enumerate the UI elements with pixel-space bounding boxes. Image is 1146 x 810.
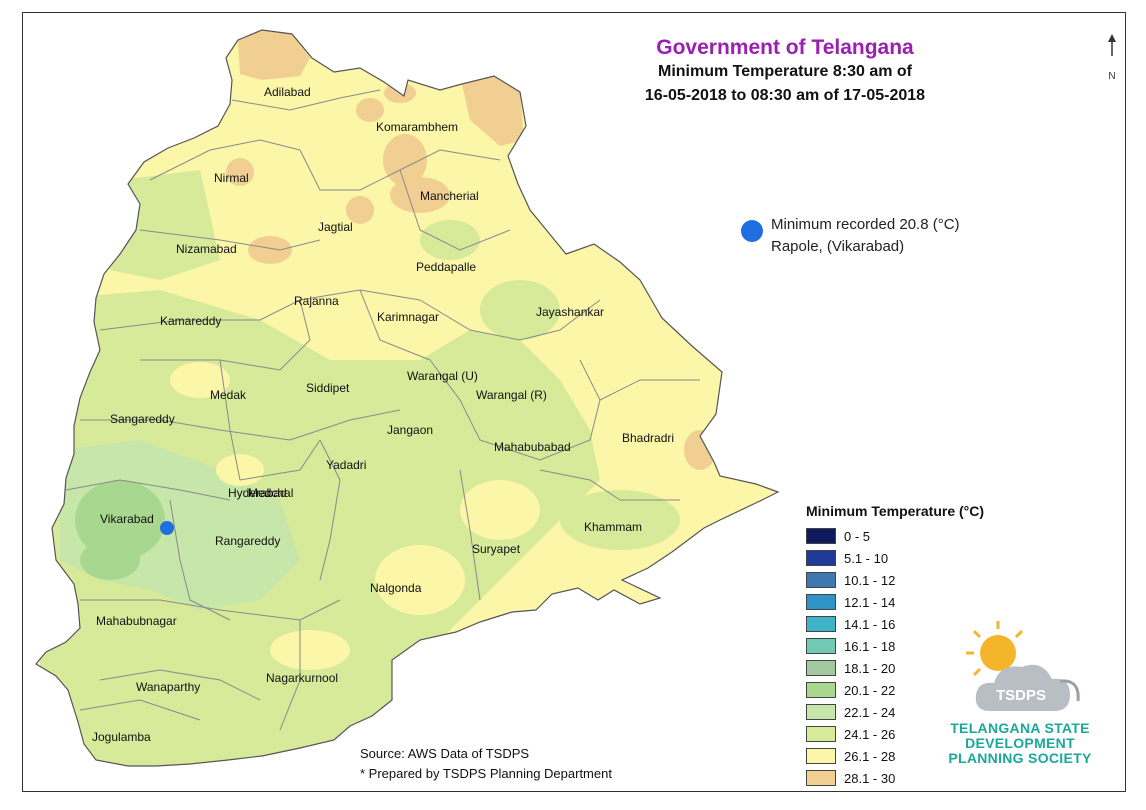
legend-swatch xyxy=(806,550,836,566)
legend-item: 12.1 - 14 xyxy=(806,591,984,613)
title-line1: Minimum Temperature 8:30 am of xyxy=(658,63,912,80)
legend-label: 18.1 - 20 xyxy=(844,660,896,676)
district-label: Khammam xyxy=(584,520,643,534)
district-label: Medchal xyxy=(248,486,294,500)
district-label: Mahabubnagar xyxy=(96,614,177,628)
logo-line3: PLANNING SOCIETY xyxy=(948,750,1092,766)
source-note: Source: AWS Data of TSDPS * Prepared by … xyxy=(360,744,612,784)
legend-items: 0 - 5 5.1 - 10 10.1 - 12 12.1 - 14 14.1 - 16… xyxy=(806,525,984,789)
legend-item: 10.1 - 12 xyxy=(806,569,984,591)
legend-item: 0 - 5 xyxy=(806,525,984,547)
legend-label: 0 - 5 xyxy=(844,528,871,544)
tsdps-logo: TSDPS TELANGANA STATE DEVELOPMENT PLANNI… xyxy=(930,615,1110,775)
org-title: Government of Telangana xyxy=(656,36,914,59)
district-label: Bhadradri xyxy=(622,431,675,445)
legend-title: Minimum Temperature (°C) xyxy=(806,503,985,519)
legend-item: 14.1 - 16 xyxy=(806,613,984,635)
district-label: Warangal (U) xyxy=(407,369,478,383)
district-label: Vikarabad xyxy=(100,512,154,526)
legend-swatch xyxy=(806,572,836,588)
legend: Minimum Temperature (°C) 0 - 5 5.1 - 10 10… xyxy=(806,503,984,789)
legend-label: 10.1 - 12 xyxy=(844,572,896,588)
district-label: Karimnagar xyxy=(377,310,440,324)
logo-line2: DEVELOPMENT xyxy=(965,735,1075,751)
legend-label: 24.1 - 26 xyxy=(844,726,896,742)
title-line2: 16-05-2018 to 08:30 am of 17-05-2018 xyxy=(644,87,926,104)
legend-item: 16.1 - 18 xyxy=(806,635,984,657)
district-label: Sangareddy xyxy=(110,412,175,426)
district-label: Medak xyxy=(210,388,247,402)
district-label: Nagarkurnool xyxy=(266,671,339,685)
district-label: Suryapet xyxy=(472,542,521,556)
north-arrow-icon xyxy=(1108,34,1116,56)
legend-label: 5.1 - 10 xyxy=(844,550,889,566)
legend-item: 24.1 - 26 xyxy=(806,723,984,745)
legend-swatch xyxy=(806,682,836,698)
district-label: Jagtial xyxy=(318,220,353,234)
district-label: Warangal (R) xyxy=(476,388,547,402)
district-label: Siddipet xyxy=(306,381,350,395)
legend-swatch xyxy=(806,660,836,676)
legend-item: 20.1 - 22 xyxy=(806,679,984,701)
legend-swatch xyxy=(806,638,836,654)
title-block: Government of Telangana Minimum Temperat… xyxy=(560,36,1010,108)
district-label: Komarambhem xyxy=(376,120,459,134)
legend-swatch xyxy=(806,528,836,544)
north-arrow: N xyxy=(1106,34,1118,82)
legend-swatch xyxy=(806,726,836,742)
legend-item: 5.1 - 10 xyxy=(806,547,984,569)
legend-label: 20.1 - 22 xyxy=(844,682,896,698)
legend-swatch xyxy=(806,594,836,610)
district-label: Jogulamba xyxy=(92,730,151,744)
minimum-location: Rapole, (Vikarabad) xyxy=(771,238,905,255)
district-label: Nalgonda xyxy=(370,581,422,595)
district-label: Jayashankar xyxy=(536,305,605,319)
legend-swatch xyxy=(806,704,836,720)
legend-item: 22.1 - 24 xyxy=(806,701,984,723)
legend-swatch xyxy=(806,770,836,786)
sun-cloud-icon xyxy=(966,621,1080,711)
district-label: Rajanna xyxy=(294,294,339,308)
source-line: Source: AWS Data of TSDPS xyxy=(360,746,530,761)
legend-swatch xyxy=(806,616,836,632)
district-label: Adilabad xyxy=(264,85,311,99)
legend-label: 26.1 - 28 xyxy=(844,748,896,764)
legend-item: 26.1 - 28 xyxy=(806,745,984,767)
rapole-marker-icon xyxy=(160,521,174,535)
minimum-marker-icon xyxy=(741,220,763,242)
district-label: Peddapalle xyxy=(416,260,477,274)
legend-label: 12.1 - 14 xyxy=(844,594,896,610)
district-label: Wanaparthy xyxy=(136,680,201,694)
district-label: Kamareddy xyxy=(160,314,222,328)
logo-name: TELANGANA STATE DEVELOPMENT PLANNING SOC… xyxy=(930,721,1110,766)
district-label: Rangareddy xyxy=(215,534,281,548)
minimum-value: Minimum recorded 20.8 (°C) xyxy=(771,216,960,233)
district-label: Nirmal xyxy=(214,171,249,185)
district-label: Jangaon xyxy=(387,423,434,437)
logo-acronym: TSDPS xyxy=(996,687,1047,704)
legend-swatch xyxy=(806,748,836,764)
prepared-by-line: * Prepared by TSDPS Planning Department xyxy=(360,766,612,781)
district-label: Yadadri xyxy=(326,458,367,472)
legend-label: 22.1 - 24 xyxy=(844,704,896,720)
district-label: Nizamabad xyxy=(176,242,237,256)
legend-item: 28.1 - 30 xyxy=(806,767,984,789)
north-label: N xyxy=(1108,71,1116,82)
legend-label: 14.1 - 16 xyxy=(844,616,896,632)
district-label: Mancherial xyxy=(420,189,479,203)
legend-item: 18.1 - 20 xyxy=(806,657,984,679)
district-label: Mahabubabad xyxy=(494,440,571,454)
minimum-callout: Minimum recorded 20.8 (°C) Rapole, (Vika… xyxy=(771,214,960,258)
logo-line1: TELANGANA STATE xyxy=(950,720,1090,736)
legend-label: 28.1 - 30 xyxy=(844,770,896,786)
district-label: Hyderabad xyxy=(228,486,287,500)
legend-label: 16.1 - 18 xyxy=(844,638,896,654)
